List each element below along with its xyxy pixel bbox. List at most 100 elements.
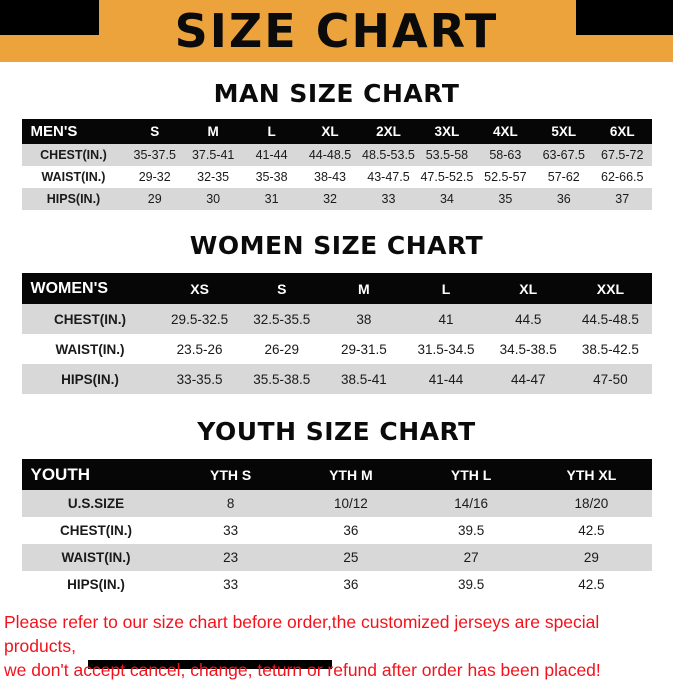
title-banner: SIZE CHART [0,0,673,62]
table-header-cell: MEN'S [30,123,78,140]
table-cell: 14/16 [454,496,489,511]
table-header-cell: XL [519,280,538,297]
table-cell: 36 [343,523,359,538]
table-cell: 29 [583,550,599,565]
table-cell: 38.5-41 [340,371,387,387]
row-label-cell: HIPS(IN.) [67,577,125,592]
row-label-cell: CHEST(IN.) [60,523,132,538]
table-header-cell: 2XL [376,124,401,139]
table-cell: 44-48.5 [308,148,352,162]
table-row: HIPS(IN.) 33-35.5 35.5-38.5 38.5-41 41-44 44-… [21,364,652,394]
table-cell: 42.5 [578,577,605,592]
table-header-cell: YTH XL [566,466,617,483]
table-cell: 41 [438,311,454,327]
table-header-cell: L [267,124,276,139]
table-header-cell: YTH L [450,466,492,483]
table-header-cell: 5XL [551,124,577,139]
table-cell: 39.5 [457,523,485,538]
table-cell: 35-38 [255,170,288,184]
table-cell: 37 [615,192,630,206]
table-row: HIPS(IN.) 33 36 39.5 42.5 [21,571,652,598]
table-cell: 32-35 [197,170,230,184]
table-cell: 39.5 [457,577,485,592]
table-cell: 23 [223,550,239,565]
table-cell: 63-67.5 [542,148,585,162]
table-cell: 34.5-38.5 [499,341,557,357]
table-header-cell: L [441,280,451,297]
table-cell: 36 [343,577,359,592]
table-cell: 38-43 [314,170,347,184]
row-label-cell: U.S.SIZE [67,496,125,511]
table-header-cell: XL [321,124,339,139]
table-cell: 34 [439,192,454,206]
table-cell: 38 [356,311,372,327]
table-cell: 67.5-72 [601,148,644,162]
table-header-cell: WOMEN'S [30,279,109,297]
page-title: SIZE CHART [174,4,499,58]
table-row: CHEST(IN.) 35-37.5 37.5-41 41-44 44-48.5 48.5… [21,144,652,166]
table-cell: 35-37.5 [133,148,176,162]
table-cell: 29.5-32.5 [171,311,229,327]
table-header-cell: YOUTH [30,464,91,484]
table-cell: 10/12 [333,496,368,511]
table-header-cell: M [358,280,370,297]
table-cell: 29-32 [138,170,171,184]
women-size-table: WOMEN'S XS S M L XL XXL CHEST(IN.) 29.5-32.5 32.5… [21,273,652,394]
table-cell: 26-29 [264,341,299,357]
table-cell: 42.5 [578,523,605,538]
top-left-corner-block [0,0,99,35]
table-cell: 47-50 [593,371,628,387]
table-cell: 29-31.5 [340,341,387,357]
table-cell: 44.5 [515,311,542,327]
table-cell: 33 [223,577,239,592]
footer-disclaimer: Please refer to our size chart before or… [4,610,673,682]
table-row: WAIST(IN.) 23 25 27 29 [21,544,652,571]
table-cell: 27 [463,550,479,565]
table-row: CHEST(IN.) 29.5-32.5 32.5-35.5 38 41 44.5 44.5… [21,304,652,334]
table-row: HIPS(IN.) 29 30 31 32 33 34 35 36 37 [21,188,652,210]
table-cell: 48.5-53.5 [362,148,415,162]
table-cell: 23.5-26 [176,341,223,357]
table-cell: 8 [226,496,235,511]
table-cell: 33 [381,192,396,206]
table-cell: 37.5-41 [191,148,235,162]
row-label-cell: WAIST(IN.) [41,170,106,184]
section-heading-man: MAN SIZE CHART [213,79,460,108]
footer-line-2: we don't accept cancel, change, teturn o… [4,660,601,681]
section-heading-youth: YOUTH SIZE CHART [197,417,476,446]
top-right-corner-block [576,0,673,35]
table-header-cell: XS [190,280,209,297]
table-cell: 32 [323,192,337,206]
table-cell: 30 [206,192,221,206]
table-cell: 38.5-42.5 [581,341,639,357]
table-row: CHEST(IN.) 33 36 39.5 42.5 [21,517,652,544]
table-cell: 53.5-58 [425,148,469,162]
table-cell: 36 [556,192,571,206]
row-label-cell: CHEST(IN.) [54,311,126,327]
table-header-cell: 3XL [434,124,460,139]
table-header-row: MEN'S S M L XL 2XL 3XL 4XL 5XL 6XL [21,119,652,144]
bottom-left-corner-block [88,660,332,669]
table-cell: 43-47.5 [367,170,410,184]
table-cell: 44.5-48.5 [581,311,639,327]
table-cell: 41-44 [428,371,464,387]
table-header-cell: YTH S [210,466,252,483]
row-label-cell: WAIST(IN.) [61,550,131,565]
table-cell: 35 [498,192,513,206]
row-label-cell: CHEST(IN.) [40,148,107,162]
table-cell: 58-63 [489,148,522,162]
table-cell: 18/20 [574,496,609,511]
table-header-row: YOUTH YTH S YTH M YTH L YTH XL [21,459,652,490]
table-row: WAIST(IN.) 29-32 32-35 35-38 38-43 43-47.5 47.… [21,166,652,188]
table-cell: 32.5-35.5 [253,311,311,327]
table-cell: 47.5-52.5 [420,170,474,184]
table-header-cell: YTH M [329,466,373,483]
row-label-cell: WAIST(IN.) [55,341,125,357]
men-size-table: MEN'S S M L XL 2XL 3XL 4XL 5XL 6XL CHEST(IN.) 35-37… [21,119,652,210]
row-label-cell: HIPS(IN.) [61,371,119,387]
table-cell: 62-66.5 [601,170,644,184]
footer-line-1: Please refer to our size chart before or… [4,612,600,657]
table-header-row: WOMEN'S XS S M L XL XXL [21,273,652,304]
table-header-cell: XXL [596,280,624,297]
